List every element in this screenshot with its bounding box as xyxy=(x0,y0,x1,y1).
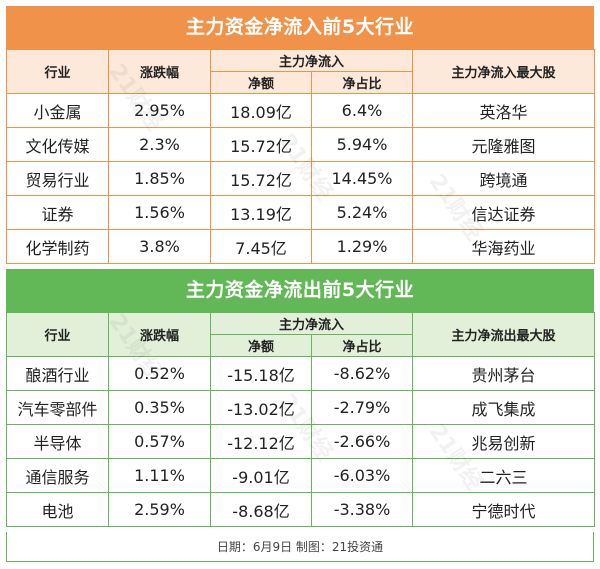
change-cell: 1.56% xyxy=(108,195,211,230)
net-amount-cell: -8.68亿 xyxy=(210,492,312,527)
change-cell: 2.3% xyxy=(108,127,211,162)
top-stock-cell: 宁德时代 xyxy=(412,492,596,527)
top-stock-cell: 二六三 xyxy=(412,458,596,493)
top-stock-cell: 贵州茅台 xyxy=(412,356,596,391)
change-cell: 1.85% xyxy=(108,161,211,196)
net-amount-cell: 7.45亿 xyxy=(210,229,312,264)
top-stock-cell: 跨境通 xyxy=(412,161,596,196)
col-header-net-ratio: 净占比 xyxy=(310,334,414,357)
net-ratio-cell: -2.66% xyxy=(310,424,414,459)
top-stock-cell: 华海药业 xyxy=(412,229,596,264)
col-header-main-net: 主力净流入 xyxy=(209,312,414,335)
col-header-change: 涨跌幅 xyxy=(108,49,211,94)
net-amount-cell: -12.12亿 xyxy=(210,424,312,459)
net-ratio-cell: 1.29% xyxy=(310,229,414,264)
col-header-change: 涨跌幅 xyxy=(108,312,211,357)
outflow-title: 主力资金净流出前5大行业 xyxy=(6,269,594,312)
table-row: 贸易行业 1.85% 15.72亿 14.45% 跨境通 xyxy=(6,161,596,196)
industry-cell: 贸易行业 xyxy=(6,161,109,196)
industry-cell: 化学制药 xyxy=(6,229,109,264)
outflow-table: 行业 涨跌幅 主力净流入 主力净流出最大股 净额 净占比 酿酒行业 0.52% … xyxy=(6,312,596,527)
inflow-header-row: 行业 涨跌幅 主力净流入 主力净流入最大股 xyxy=(6,49,596,94)
net-ratio-cell: 14.45% xyxy=(310,161,414,196)
col-header-main-net: 主力净流入 xyxy=(209,49,414,72)
outflow-section: 主力资金净流出前5大行业 行业 涨跌幅 主力净流入 主力净流出最大股 净额 净占… xyxy=(6,269,596,527)
col-header-net-ratio: 净占比 xyxy=(310,71,414,94)
top-stock-cell: 英洛华 xyxy=(412,93,596,128)
top-stock-cell: 元隆雅图 xyxy=(412,127,596,162)
net-ratio-cell: 5.24% xyxy=(310,195,414,230)
net-amount-cell: -9.01亿 xyxy=(210,458,312,493)
net-ratio-cell: 6.4% xyxy=(310,93,414,128)
industry-cell: 通信服务 xyxy=(6,458,109,493)
inflow-table: 行业 涨跌幅 主力净流入 主力净流入最大股 净额 净占比 小金属 2.95% 1… xyxy=(6,49,596,264)
change-cell: 0.35% xyxy=(108,390,211,425)
industry-cell: 电池 xyxy=(6,492,109,527)
net-amount-cell: 13.19亿 xyxy=(210,195,312,230)
net-amount-cell: 15.72亿 xyxy=(210,161,312,196)
inflow-title: 主力资金净流入前5大行业 xyxy=(6,6,594,49)
top-stock-cell: 信达证券 xyxy=(412,195,596,230)
top-stock-cell: 成飞集成 xyxy=(412,390,596,425)
net-ratio-cell: -2.79% xyxy=(310,390,414,425)
table-row: 半导体 0.57% -12.12亿 -2.66% 兆易创新 xyxy=(6,424,596,459)
table-row: 通信服务 1.11% -9.01亿 -6.03% 二六三 xyxy=(6,458,596,493)
table-row: 小金属 2.95% 18.09亿 6.4% 英洛华 xyxy=(6,93,596,128)
col-header-net-amount: 净额 xyxy=(210,334,312,357)
net-amount-cell: -15.18亿 xyxy=(210,356,312,391)
net-amount-cell: 15.72亿 xyxy=(210,127,312,162)
col-header-industry: 行业 xyxy=(6,312,109,357)
change-cell: 3.8% xyxy=(108,229,211,264)
industry-cell: 酿酒行业 xyxy=(6,356,109,391)
col-header-top-stock: 主力净流入最大股 xyxy=(412,49,596,94)
col-header-net-amount: 净额 xyxy=(210,71,312,94)
net-ratio-cell: -8.62% xyxy=(310,356,414,391)
change-cell: 2.95% xyxy=(108,93,211,128)
industry-cell: 证券 xyxy=(6,195,109,230)
industry-cell: 小金属 xyxy=(6,93,109,128)
col-header-top-stock: 主力净流出最大股 xyxy=(412,312,596,357)
col-header-industry: 行业 xyxy=(6,49,109,94)
net-amount-cell: -13.02亿 xyxy=(210,390,312,425)
industry-cell: 汽车零部件 xyxy=(6,390,109,425)
table-row: 证券 1.56% 13.19亿 5.24% 信达证券 xyxy=(6,195,596,230)
footer-credit: 日期：6月9日 制图：21投资通 xyxy=(6,532,594,562)
change-cell: 1.11% xyxy=(108,458,211,493)
net-amount-cell: 18.09亿 xyxy=(210,93,312,128)
net-ratio-cell: 5.94% xyxy=(310,127,414,162)
industry-cell: 文化传媒 xyxy=(6,127,109,162)
outflow-header-row: 行业 涨跌幅 主力净流入 主力净流出最大股 xyxy=(6,312,596,357)
table-row: 酿酒行业 0.52% -15.18亿 -8.62% 贵州茅台 xyxy=(6,356,596,391)
table-row: 化学制药 3.8% 7.45亿 1.29% 华海药业 xyxy=(6,229,596,264)
change-cell: 0.57% xyxy=(108,424,211,459)
table-row: 电池 2.59% -8.68亿 -3.38% 宁德时代 xyxy=(6,492,596,527)
table-row: 汽车零部件 0.35% -13.02亿 -2.79% 成飞集成 xyxy=(6,390,596,425)
change-cell: 0.52% xyxy=(108,356,211,391)
change-cell: 2.59% xyxy=(108,492,211,527)
net-ratio-cell: -3.38% xyxy=(310,492,414,527)
top-stock-cell: 兆易创新 xyxy=(412,424,596,459)
table-row: 文化传媒 2.3% 15.72亿 5.94% 元隆雅图 xyxy=(6,127,596,162)
industry-cell: 半导体 xyxy=(6,424,109,459)
inflow-section: 主力资金净流入前5大行业 行业 涨跌幅 主力净流入 主力净流入最大股 净额 净占… xyxy=(6,6,596,264)
net-ratio-cell: -6.03% xyxy=(310,458,414,493)
